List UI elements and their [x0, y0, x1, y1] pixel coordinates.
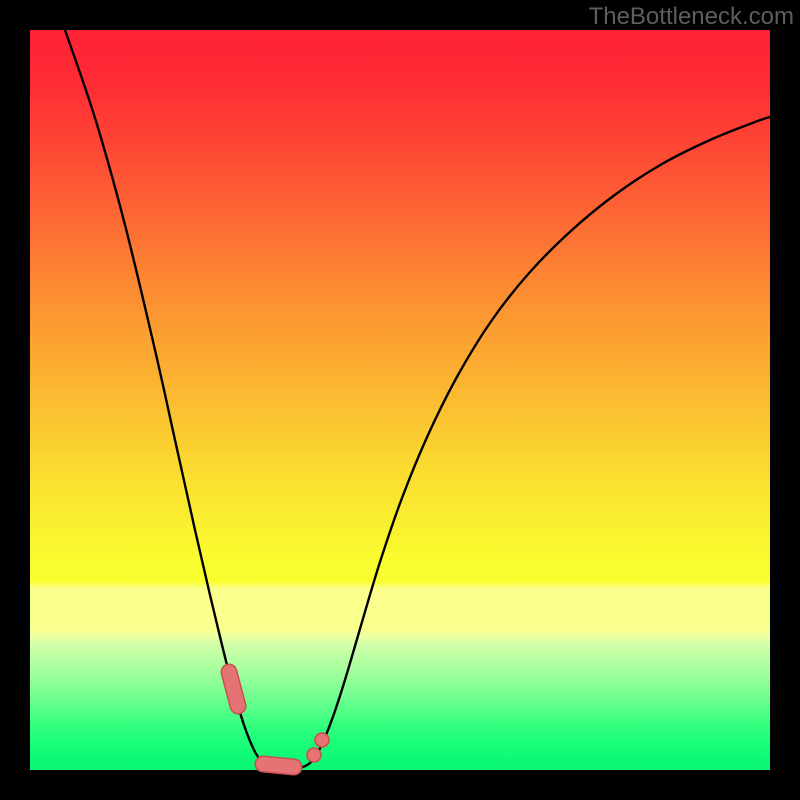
marker-dot-3 [315, 733, 329, 747]
marker-capsule-0 [229, 672, 238, 706]
chart-stage: TheBottleneck.com [0, 0, 800, 800]
marker-dot-2 [307, 748, 321, 762]
marker-capsule-1 [263, 764, 294, 767]
data-markers [0, 0, 800, 800]
watermark-text: TheBottleneck.com [589, 3, 794, 31]
